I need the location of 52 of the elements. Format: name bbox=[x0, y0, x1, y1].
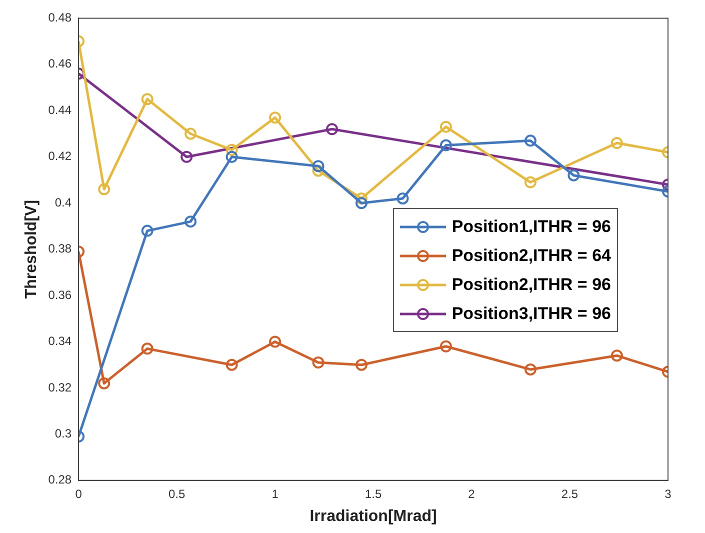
point bbox=[568, 169, 580, 182]
point bbox=[226, 144, 238, 156]
y-tick-label: 0.48 bbox=[48, 10, 72, 25]
point bbox=[226, 150, 238, 163]
point bbox=[312, 356, 324, 369]
x-axis-title: Irradiation[Mrad] bbox=[310, 508, 437, 525]
point bbox=[141, 224, 154, 237]
x-tick-label: 2.5 bbox=[561, 486, 578, 501]
x-tick-label: 1.5 bbox=[364, 486, 382, 501]
y-tick-label: 0.44 bbox=[48, 102, 72, 117]
legend-label: Position1,ITHR = 96 bbox=[452, 216, 611, 236]
point bbox=[269, 336, 282, 348]
x-tick-label: 0.5 bbox=[168, 486, 186, 501]
point bbox=[184, 128, 197, 140]
y-tick-label: 0.28 bbox=[48, 472, 72, 487]
x-tick-label: 3 bbox=[664, 486, 672, 501]
point bbox=[98, 183, 110, 196]
legend-label: Position2,ITHR = 64 bbox=[452, 246, 611, 266]
point bbox=[184, 216, 197, 228]
y-tick-label: 0.46 bbox=[48, 56, 72, 71]
point bbox=[440, 340, 452, 352]
y-axis-title: Threshold[V] bbox=[23, 200, 40, 299]
y-tick-label: 0.42 bbox=[48, 149, 72, 164]
y-tick-label: 0.3 bbox=[54, 426, 72, 440]
x-tick-label: 2 bbox=[468, 486, 476, 501]
point bbox=[226, 358, 238, 371]
point bbox=[141, 342, 154, 355]
point bbox=[312, 164, 324, 177]
y-tick-label: 0.36 bbox=[48, 288, 72, 302]
point bbox=[440, 139, 452, 152]
point bbox=[312, 160, 324, 172]
point bbox=[440, 120, 452, 133]
y-tick-label: 0.34 bbox=[48, 334, 72, 348]
point bbox=[141, 93, 154, 106]
point bbox=[524, 176, 536, 188]
point bbox=[355, 192, 368, 204]
x-tick-label: 0 bbox=[75, 486, 82, 501]
point bbox=[396, 192, 409, 204]
point bbox=[524, 134, 536, 147]
x-tick-label: 1 bbox=[272, 486, 279, 501]
legend-label: Position3,ITHR = 96 bbox=[452, 304, 611, 324]
point bbox=[355, 197, 368, 210]
y-tick-label: 0.4 bbox=[54, 195, 72, 210]
point bbox=[610, 350, 623, 362]
point bbox=[269, 112, 282, 124]
point bbox=[355, 358, 368, 371]
y-tick-label: 0.32 bbox=[48, 380, 72, 394]
legend-label: Position2,ITHR = 96 bbox=[452, 274, 611, 294]
point bbox=[98, 377, 110, 390]
point bbox=[610, 136, 623, 149]
point bbox=[524, 363, 536, 376]
y-tick-label: 0.38 bbox=[48, 242, 72, 256]
